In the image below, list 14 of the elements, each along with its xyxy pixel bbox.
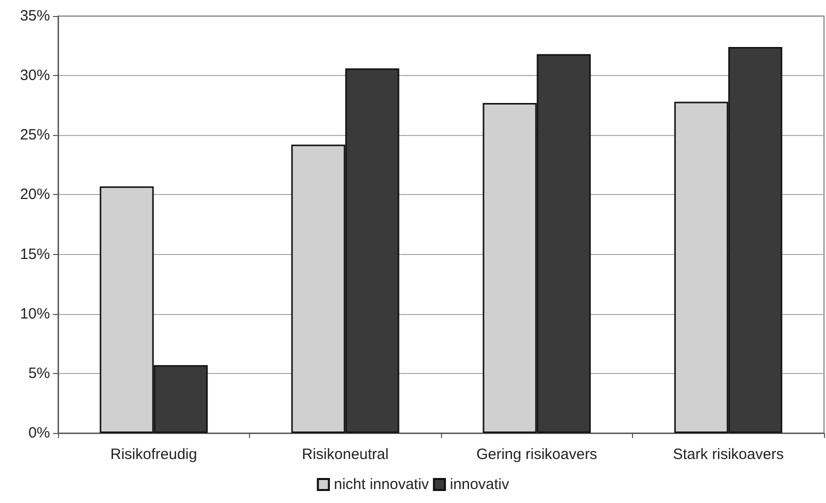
y-tick-label: 25%	[20, 126, 50, 144]
legend-label: nicht innovativ	[334, 476, 430, 493]
y-tick-label: 30%	[20, 67, 50, 84]
y-tick-label: 15%	[20, 246, 50, 263]
x-tick-label: Gering risikoavers	[476, 446, 598, 463]
y-tick-label: 35%	[20, 8, 50, 24]
y-tick-label: 10%	[20, 305, 50, 322]
x-tick-label: Risikoneutral	[302, 446, 389, 463]
x-tick-label: Stark risikoavers	[672, 446, 784, 463]
y-tick-label: 0%	[28, 424, 50, 442]
x-tick-label: Risikofreudig	[110, 446, 198, 463]
y-tick-label: 20%	[20, 186, 50, 204]
y-tick-label: 5%	[28, 364, 50, 382]
legend-label: innovativ	[450, 476, 510, 493]
